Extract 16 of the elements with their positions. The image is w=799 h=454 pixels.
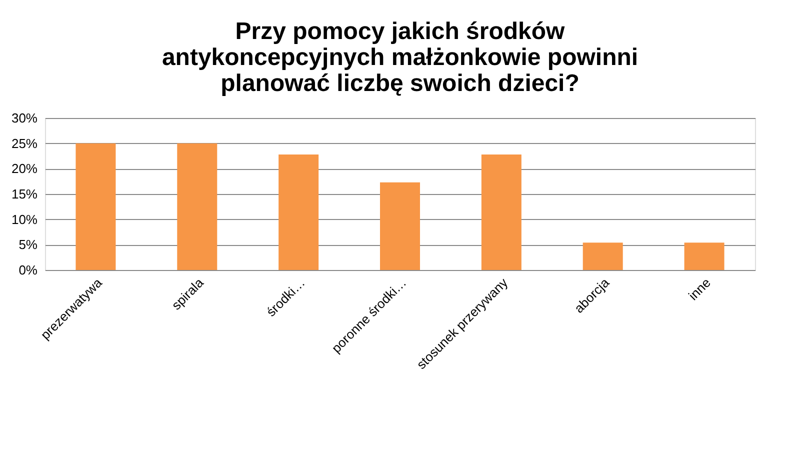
bar (177, 143, 218, 270)
y-tick-label: 0% (18, 262, 38, 278)
y-tick-label: 25% (11, 136, 38, 151)
y-tick-label: 10% (11, 212, 38, 227)
y-tick-label: 15% (11, 186, 38, 202)
bar (582, 242, 623, 270)
bar (76, 143, 116, 270)
bar (684, 242, 724, 270)
y-tick-label: 20% (11, 161, 38, 176)
bar (278, 154, 319, 270)
bar (380, 182, 420, 270)
y-tick-label: 5% (18, 237, 38, 252)
bar (481, 154, 522, 270)
y-tick-label: 30% (11, 110, 38, 126)
x-tick-label: inne (685, 275, 714, 304)
chart-title: Przy pomocy jakich środków antykoncepcyjnych małżonkowie powinni planować liczbę swoich dzieci? (162, 18, 638, 97)
